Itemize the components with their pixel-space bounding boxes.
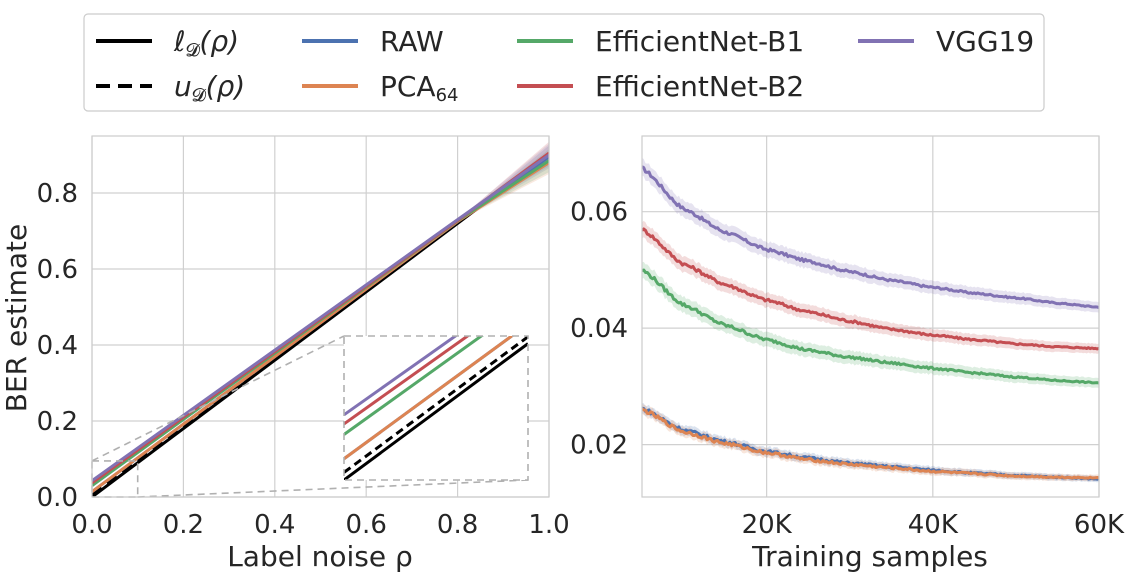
legend-item-0: ℓ𝓓(ρ)	[96, 25, 239, 61]
right-band-vgg19	[642, 157, 1099, 313]
right-y-tick-label: 0.02	[570, 431, 628, 461]
right-band-pca64	[642, 403, 1099, 482]
legend-label: u𝓓(ρ)	[174, 70, 245, 106]
legend-label-main: u	[174, 70, 192, 103]
legend-label-main: RAW	[380, 25, 444, 58]
right-line-efficientnet-b2	[642, 227, 1099, 351]
legend-label-main: EfficientNet-B1	[595, 25, 804, 58]
legend-label: PCA64	[380, 70, 459, 106]
right-x-label: Training samples	[751, 540, 988, 573]
zoom-connector	[91, 335, 345, 462]
left-inset	[91, 335, 529, 498]
left-band-efficientnet-b2	[457, 141, 549, 221]
left-ticks: 0.0 0.2 0.4 0.6 0.8 1.0 0.0 0.2 0.4 0.6 0.8	[37, 179, 570, 540]
legend-label-sub: 𝓓	[192, 85, 207, 106]
left-frame	[91, 135, 550, 498]
legend-label-main: PCA	[380, 70, 436, 103]
right-y-tick-label: 0.06	[570, 198, 628, 228]
legend-label-main: ℓ	[173, 25, 186, 58]
right-band-efficientnet-b2	[642, 220, 1099, 354]
right-line-efficientnet-b1	[642, 268, 1099, 385]
legend-label: ℓ𝓓(ρ)	[173, 25, 239, 61]
right-line-vgg19	[642, 165, 1099, 310]
left-y-tick-label: 0.8	[37, 179, 78, 209]
legend-label-tail: (ρ)	[206, 70, 246, 103]
inset-line-pca64	[344, 336, 515, 460]
right-panel: 20K 40K 60K 0.02 0.04 0.06 Training samples	[570, 135, 1125, 573]
left-y-tick-label: 0.2	[37, 407, 78, 437]
zoom-connector	[137, 479, 529, 498]
left-y-tick-label: 0.6	[37, 255, 78, 285]
left-x-tick-label: 0.2	[163, 510, 204, 540]
left-x-label: Label noise ρ	[227, 540, 413, 573]
left-x-tick-label: 0.0	[71, 510, 112, 540]
right-line-pca64	[642, 407, 1099, 480]
legend-label: RAW	[380, 25, 444, 58]
right-x-tick-label: 40K	[908, 510, 959, 540]
left-line-vgg19	[92, 153, 549, 482]
legend-label-main: EfficientNet-B2	[595, 70, 804, 103]
inset-series	[344, 336, 528, 480]
left-band-vgg19	[457, 143, 549, 220]
inset-frame	[343, 335, 529, 481]
left-x-tick-label: 0.8	[437, 510, 478, 540]
legend-item-pca64-5: PCA64	[302, 70, 459, 106]
left-x-tick-label: 1.0	[528, 510, 569, 540]
right-y-tick-label: 0.04	[570, 314, 628, 344]
legend-label-main: VGG19	[936, 25, 1034, 58]
left-series	[92, 141, 549, 497]
legend-item-u-4: u𝓓(ρ)	[96, 70, 245, 106]
right-bands	[642, 157, 1099, 483]
left-x-tick-label: 0.6	[346, 510, 387, 540]
inset-line-efficientnet-b1	[344, 336, 484, 436]
left-x-tick-label: 0.4	[254, 510, 295, 540]
legend-label: VGG19	[936, 25, 1034, 58]
inset-line-efficientnet-b2	[344, 336, 471, 426]
right-band-efficientnet-b1	[642, 261, 1099, 388]
left-panel: 0.0 0.2 0.4 0.6 0.8 1.0 0.0 0.2 0.4 0.6 0.8 Label …	[0, 135, 570, 573]
left-y-label: BER estimate	[0, 224, 33, 412]
inset-line-vgg19	[344, 336, 459, 417]
right-series	[642, 165, 1099, 481]
legend-label-sub: 64	[436, 85, 459, 106]
right-frame	[641, 135, 1100, 498]
left-y-tick-label: 0.0	[37, 483, 78, 513]
legend-item-vgg19-3: VGG19	[858, 25, 1034, 58]
legend-label: EfficientNet-B2	[595, 70, 804, 103]
legend-label-tail: (ρ)	[199, 25, 239, 58]
legend-label: EfficientNet-B1	[595, 25, 804, 58]
legend-item-raw-1: RAW	[302, 25, 444, 58]
right-x-tick-label: 60K	[1074, 510, 1125, 540]
right-x-tick-label: 20K	[742, 510, 793, 540]
inset-line-lower-bound	[344, 342, 528, 480]
legend-item-efficientnet-b1-2: EfficientNet-B1	[517, 25, 804, 58]
left-y-tick-label: 0.4	[37, 331, 78, 361]
legend-item-efficientnet-b2-6: EfficientNet-B2	[517, 70, 804, 103]
right-ticks: 20K 40K 60K 0.02 0.04 0.06	[570, 198, 1125, 540]
legend-label-sub: 𝓓	[186, 40, 201, 61]
